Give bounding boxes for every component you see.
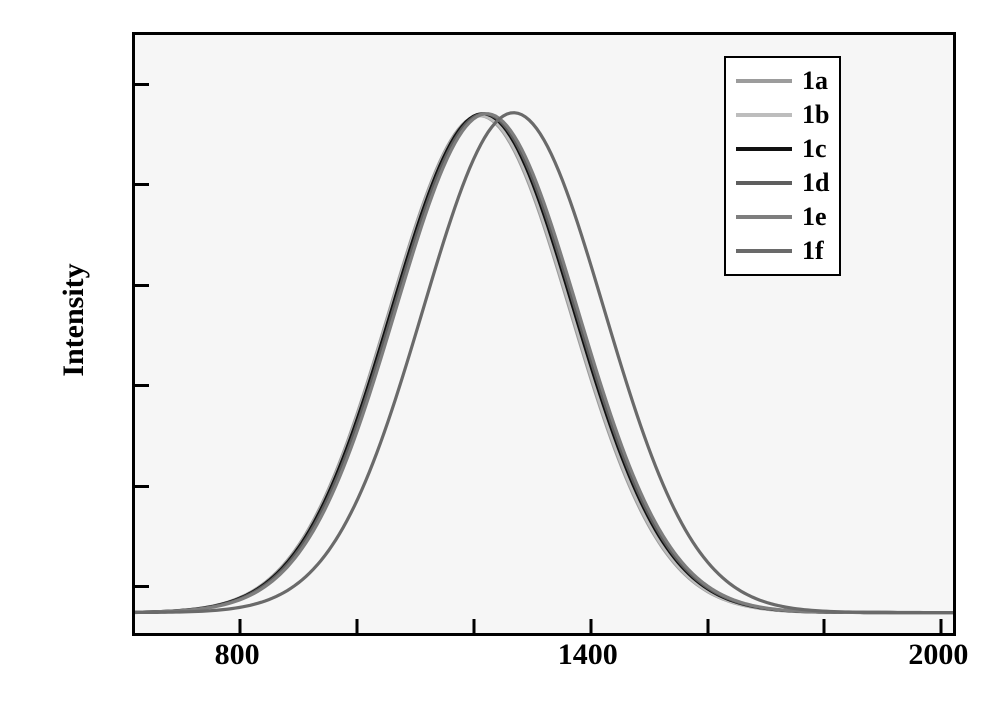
legend: 1a 1b 1c 1d 1e 1f bbox=[724, 56, 841, 276]
legend-item: 1b bbox=[736, 98, 829, 132]
chart-container: Intensity 1a 1b 1c 1d 1e 1f 800 1400 2000 bbox=[50, 20, 970, 680]
x-tick-mark bbox=[472, 619, 475, 633]
legend-label: 1e bbox=[802, 202, 827, 232]
plot-area: 1a 1b 1c 1d 1e 1f bbox=[132, 32, 956, 636]
legend-label: 1c bbox=[802, 134, 827, 164]
legend-swatch bbox=[736, 113, 792, 117]
y-tick-mark bbox=[135, 284, 149, 287]
y-tick-mark bbox=[135, 585, 149, 588]
legend-swatch bbox=[736, 215, 792, 219]
legend-item: 1c bbox=[736, 132, 829, 166]
y-tick-mark bbox=[135, 485, 149, 488]
legend-label: 1d bbox=[802, 168, 829, 198]
y-tick-mark bbox=[135, 183, 149, 186]
legend-swatch bbox=[736, 249, 792, 253]
x-tick-mark bbox=[706, 619, 709, 633]
x-tick-label: 800 bbox=[215, 638, 260, 672]
legend-item: 1a bbox=[736, 64, 829, 98]
legend-label: 1b bbox=[802, 100, 829, 130]
legend-swatch bbox=[736, 181, 792, 185]
x-tick-label: 2000 bbox=[908, 638, 968, 672]
y-axis-label: Intensity bbox=[57, 263, 91, 376]
legend-swatch bbox=[736, 147, 792, 151]
x-tick-label: 1400 bbox=[558, 638, 618, 672]
x-tick-mark bbox=[940, 619, 943, 633]
x-tick-mark bbox=[239, 619, 242, 633]
x-tick-mark bbox=[356, 619, 359, 633]
x-tick-labels: 80014002000 bbox=[132, 638, 950, 678]
y-tick-mark bbox=[135, 83, 149, 86]
legend-label: 1f bbox=[802, 236, 824, 266]
y-tick-mark bbox=[135, 384, 149, 387]
x-tick-mark bbox=[823, 619, 826, 633]
legend-swatch bbox=[736, 79, 792, 83]
legend-item: 1e bbox=[736, 200, 829, 234]
x-tick-mark bbox=[589, 619, 592, 633]
legend-item: 1f bbox=[736, 234, 829, 268]
legend-item: 1d bbox=[736, 166, 829, 200]
legend-label: 1a bbox=[802, 66, 828, 96]
